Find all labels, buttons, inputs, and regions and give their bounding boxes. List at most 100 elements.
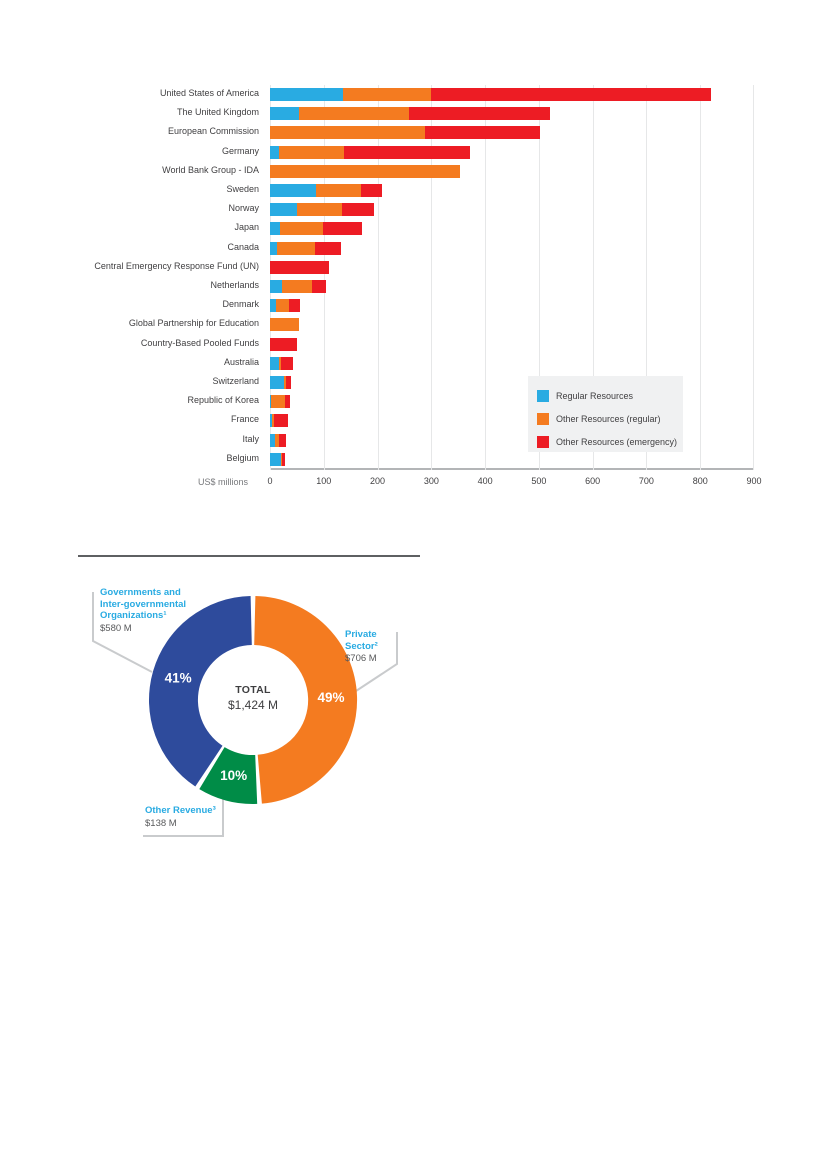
gridline — [753, 85, 754, 470]
bar-segment-regular-resources — [270, 88, 343, 101]
bar-segment-other-resources-emergency — [285, 395, 291, 409]
bar-segment-other-resources-regular — [280, 452, 282, 466]
bar-segment-other-resources-emergency — [281, 356, 294, 370]
bar-segment-other-resources-regular — [278, 356, 282, 370]
bar-segment-other-resources-regular — [282, 280, 313, 293]
gridline — [323, 85, 325, 470]
donut-slice-other-revenue — [199, 747, 258, 804]
bar-category-label: Global Partnership for Education — [128, 318, 259, 329]
x-tick-label: 300 — [423, 476, 439, 486]
bar-category-label: Netherlands — [210, 280, 259, 290]
donut-slice-governments-and-inter-governmental-organizations — [148, 596, 252, 787]
bar-segment-other-resources-emergency — [312, 280, 326, 293]
bar-category-label: Sweden — [226, 184, 259, 194]
gridline — [700, 85, 702, 470]
bar-segment-other-resources-regular — [270, 164, 461, 178]
donut-label-amount: $706 M — [345, 653, 377, 664]
bar-segment-other-resources-regular — [283, 376, 287, 389]
gridline — [377, 85, 379, 470]
other-revenue-label: Other Revenue³ $138 M — [145, 805, 255, 830]
x-tick-label: 900 — [746, 476, 762, 486]
bar-category-labels: United States of America The United Kingd… — [0, 85, 264, 470]
bar-category-label: France — [230, 414, 259, 425]
bar-segment-regular-resources — [270, 203, 297, 217]
bar-row — [270, 356, 294, 370]
bar-segment-regular-resources — [270, 414, 272, 428]
donut-label-line: Inter-governmental — [100, 598, 187, 610]
bar-category-label: Australia — [223, 356, 259, 367]
donut-percent-label: 41% — [165, 671, 192, 686]
bar-row — [270, 318, 299, 332]
x-tick-label: 600 — [585, 476, 601, 486]
bar-category-label: Belgium — [226, 452, 259, 463]
bar-category-label: World Bank Group - IDA — [162, 164, 259, 175]
revenue-donut-chart: 49% 10% 41% TOTAL $1,424 M Private Sector² $… — [0, 556, 500, 886]
bar-segment-other-resources-emergency — [322, 222, 363, 236]
x-tick-label: 400 — [477, 476, 493, 486]
bar-category-label: Country-Based Pooled Funds — [140, 337, 259, 348]
bar-segment-other-resources-emergency — [273, 414, 288, 428]
donut-total-title: TOTAL — [235, 684, 271, 696]
bar-segment-other-resources-regular — [280, 222, 323, 236]
legend-item: Other Resources (emergency) — [537, 430, 683, 453]
bar-segment-other-resources-emergency — [270, 337, 297, 351]
section-divider — [78, 555, 420, 557]
donut-label-amount: $580 M — [100, 622, 132, 634]
bar-category-label: Canada — [227, 241, 259, 252]
bar-category-label: Norway — [228, 203, 259, 214]
bar-category-label: Italy — [242, 433, 259, 444]
bar-segment-other-resources-regular — [276, 299, 290, 313]
x-tick-label: 0 — [267, 476, 273, 486]
bar-segment-other-resources-regular — [342, 88, 432, 101]
x-tick-label: 100 — [316, 476, 332, 486]
bar-row — [270, 222, 363, 236]
bar-plot: Regular Resources Other Resources (regula… — [270, 85, 754, 470]
private-sector-label: Private Sector² $706 M — [345, 629, 405, 665]
bar-category-label: Central Emergency Response Fund (UN) — [94, 260, 259, 271]
governments-and-inter-governmental-organizations-label: Governments and Inter-governmental Organiz… — [100, 587, 220, 635]
bar-segment-regular-resources — [270, 145, 280, 159]
bar-segment-other-resources-emergency — [425, 126, 541, 140]
gridline — [646, 85, 648, 470]
bar-segment-regular-resources — [270, 107, 300, 121]
gridline — [538, 85, 540, 470]
donut-slice-private-sector — [254, 596, 358, 804]
bar-row — [270, 241, 341, 255]
bar-row — [270, 260, 330, 274]
legend-item: Other Resources (regular) — [537, 407, 683, 430]
bar-row — [270, 145, 470, 159]
x-tick-label: 800 — [692, 476, 708, 486]
gridline — [270, 85, 271, 470]
bar-category-label: Germany — [221, 145, 259, 156]
donut-label-line: Sector² — [345, 640, 378, 652]
bar-segment-regular-resources — [270, 452, 281, 466]
donut-callout-line — [143, 795, 224, 837]
bar-x-ticks: 0 100 200 300 400 500 600 700 800 900 — [267, 476, 761, 490]
bar-row — [270, 395, 291, 409]
bar-segment-other-resources-emergency — [281, 452, 286, 466]
bar-segment-other-resources-regular — [296, 203, 343, 217]
bar-segment-other-resources-emergency — [360, 184, 383, 197]
bar-segment-other-resources-emergency — [270, 260, 330, 274]
bar-segment-other-resources-regular — [279, 145, 344, 159]
x-tick-label: 500 — [531, 476, 547, 486]
legend-swatch — [537, 389, 549, 402]
donut-label-line: Private — [345, 629, 377, 640]
legend-swatch — [537, 412, 549, 425]
donut-percent-label: 49% — [317, 690, 344, 705]
bar-row — [270, 126, 541, 140]
bar-segment-other-resources-emergency — [343, 145, 470, 159]
gridline — [431, 85, 433, 470]
bar-category-label: Republic of Korea — [187, 395, 259, 406]
bar-category-label: Denmark — [222, 299, 259, 310]
bar-segment-other-resources-emergency — [431, 88, 712, 101]
bar-segment-other-resources-emergency — [315, 241, 341, 255]
bar-row — [270, 433, 287, 447]
bar-row — [270, 280, 326, 293]
bar-segment-other-resources-regular — [270, 126, 426, 140]
bar-segment-other-resources-emergency — [286, 376, 292, 389]
gridline — [485, 85, 487, 470]
bar-segment-regular-resources — [270, 299, 277, 313]
bar-segment-regular-resources — [270, 433, 275, 447]
legend-label: Regular Resources — [556, 390, 634, 401]
